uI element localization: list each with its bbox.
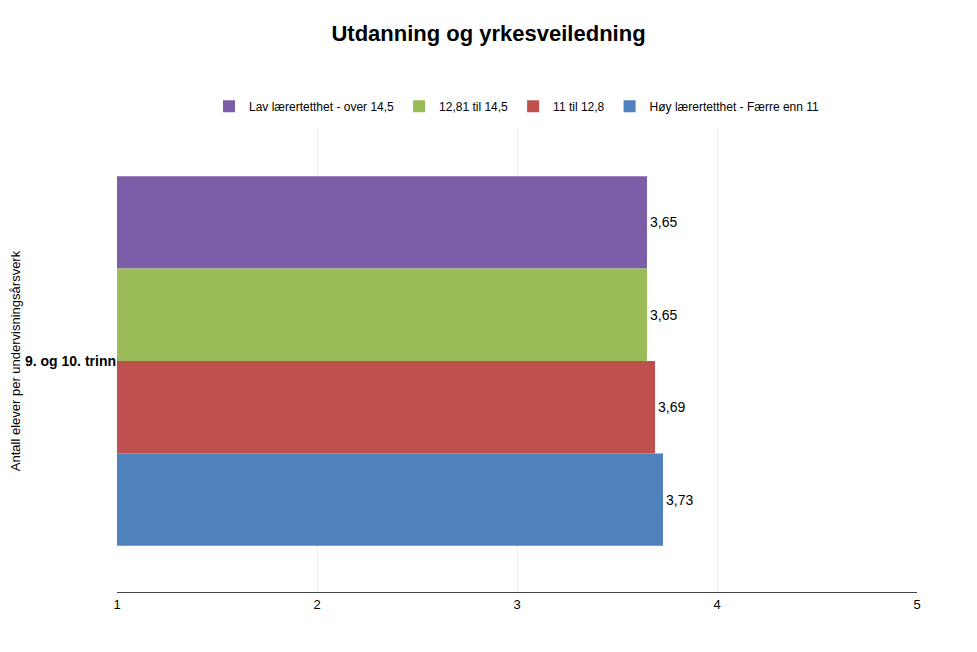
- svg-text:3: 3: [513, 597, 520, 612]
- svg-text:3,65: 3,65: [650, 307, 677, 323]
- svg-text:12,81 til 14,5: 12,81 til 14,5: [439, 100, 508, 114]
- svg-text:Utdanning og yrkesveiledning: Utdanning og yrkesveiledning: [331, 21, 645, 46]
- svg-text:9. og 10. trinn: 9. og 10. trinn: [25, 353, 116, 369]
- svg-text:3,65: 3,65: [650, 214, 677, 230]
- svg-text:2: 2: [313, 597, 320, 612]
- svg-text:11 til 12,8: 11 til 12,8: [553, 100, 604, 114]
- svg-text:1: 1: [113, 597, 120, 612]
- svg-text:Høy lærertetthet - Færre enn 1: Høy lærertetthet - Færre enn 11: [650, 100, 819, 114]
- svg-text:3,69: 3,69: [658, 399, 685, 415]
- svg-text:5: 5: [913, 597, 920, 612]
- svg-text:4: 4: [713, 597, 720, 612]
- svg-text:3,73: 3,73: [666, 492, 693, 508]
- svg-text:Lav lærertetthet - over 14,5: Lav lærertetthet - over 14,5: [249, 100, 394, 114]
- svg-text:Antall elever per undervisning: Antall elever per undervisningsårsverk: [8, 250, 23, 471]
